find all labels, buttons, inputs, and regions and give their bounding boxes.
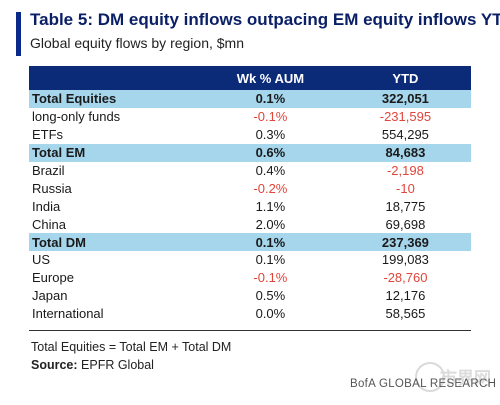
row-ytd: -231,595: [379, 109, 432, 125]
table-row: Europe -0.1% -28,760: [29, 269, 471, 287]
table-row: ETFs 0.3% 554,295: [29, 126, 471, 144]
header-label: [29, 66, 201, 90]
row-ytd: 199,083: [381, 252, 429, 268]
row-ytd: -10: [396, 180, 415, 196]
source-label: Source:: [31, 358, 78, 372]
table-row: International 0.0% 58,565: [29, 305, 471, 323]
row-wk-aum: -0.2%: [253, 180, 288, 196]
table-title: Table 5: DM equity inflows outpacing EM …: [30, 10, 500, 29]
watermark-logo-icon: [415, 362, 445, 392]
table-row: Russia -0.2% -10: [29, 179, 471, 197]
header-wk-aum: Wk % AUM: [200, 66, 340, 90]
row-ytd: -28,760: [383, 270, 428, 286]
table-row: China 2.0% 69,698: [29, 215, 471, 233]
row-label: ETFs: [32, 127, 64, 143]
row-label: US: [32, 252, 51, 268]
row-wk-aum: 0.0%: [255, 306, 286, 322]
row-label: Total EM: [29, 143, 201, 162]
table-header-row: Wk % AUM YTD: [29, 66, 471, 90]
source-line: Source: EPFR Global: [31, 358, 154, 372]
table-row: Japan 0.5% 12,176: [29, 287, 471, 305]
table-body: Total Equities 0.1% 322,051 long-only funds…: [29, 90, 471, 323]
table-subtitle: Global equity flows by region, $mn: [30, 35, 244, 51]
header-ytd: YTD: [339, 66, 471, 90]
row-wk-aum: -0.1%: [253, 109, 288, 125]
row-ytd: 58,565: [385, 306, 426, 322]
row-wk-aum: 0.5%: [255, 288, 286, 304]
row-wk-aum: 2.0%: [255, 216, 286, 232]
row-wk-aum: 0.1%: [200, 90, 340, 108]
table-row: India 1.1% 18,775: [29, 197, 471, 215]
row-ytd: -2,198: [386, 163, 424, 178]
row-ytd: 12,176: [385, 288, 426, 304]
row-ytd: 18,775: [385, 198, 426, 214]
row-label: Japan: [32, 288, 68, 304]
source-value: EPFR Global: [77, 358, 154, 372]
table-row: US 0.1% 199,083: [29, 251, 471, 269]
row-label: long-only funds: [32, 109, 121, 125]
row-label: China: [32, 216, 66, 232]
row-ytd: 237,369: [339, 233, 471, 252]
row-ytd: 322,051: [339, 90, 471, 108]
table-row: long-only funds -0.1% -231,595: [29, 108, 471, 126]
brand-label: BofA GLOBAL RESEARCH: [350, 378, 497, 390]
table-total-row: Total Equities 0.1% 322,051: [29, 90, 471, 108]
equity-flows-table: Wk % AUM YTD Total Equities 0.1% 322,051 lo…: [29, 66, 471, 323]
row-ytd: 69,698: [385, 216, 426, 232]
row-wk-aum: 0.6%: [200, 143, 340, 162]
row-label: Total Equities: [29, 90, 201, 108]
row-label: International: [32, 306, 104, 322]
title-accent-bar: [16, 12, 21, 56]
footnote: Total Equities = Total EM + Total DM: [31, 340, 232, 354]
row-wk-aum: 0.3%: [255, 127, 286, 143]
table-total-row: Total DM 0.1% 237,369: [29, 233, 471, 252]
row-label: Brazil: [32, 163, 65, 178]
table-row: Brazil 0.4% -2,198: [29, 162, 471, 180]
table-total-row: Total EM 0.6% 84,683: [29, 143, 471, 162]
row-label: Russia: [32, 180, 72, 196]
row-label: Europe: [32, 270, 74, 286]
table-bottom-rule: [29, 330, 471, 331]
row-ytd: 84,683: [339, 143, 471, 162]
row-label: India: [32, 198, 61, 214]
watermark: 市界网: [440, 369, 491, 388]
row-wk-aum: -0.1%: [253, 270, 288, 286]
row-label: Total DM: [29, 233, 201, 252]
row-wk-aum: 1.1%: [255, 198, 286, 214]
row-wk-aum: 0.4%: [255, 163, 286, 178]
row-wk-aum: 0.1%: [255, 252, 286, 268]
row-ytd: 554,295: [381, 127, 429, 143]
row-wk-aum: 0.1%: [200, 233, 340, 252]
